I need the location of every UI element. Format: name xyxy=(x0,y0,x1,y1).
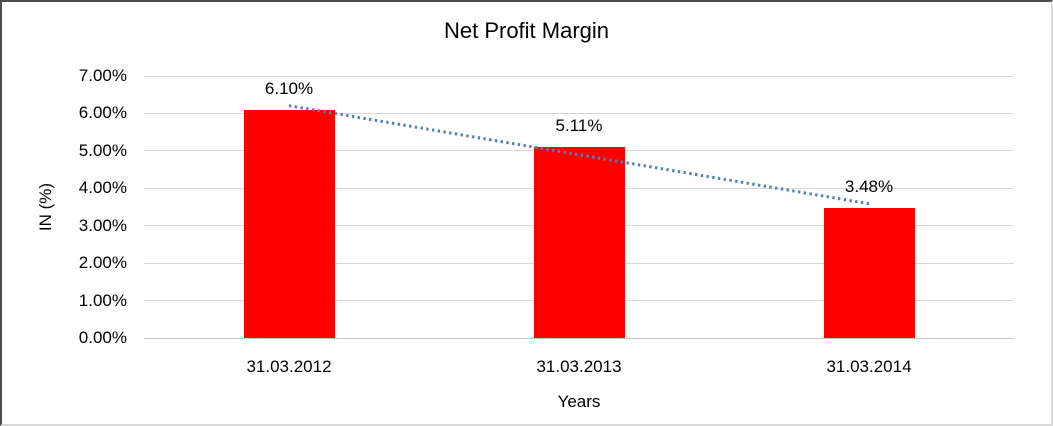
y-axis-title: IN (%) xyxy=(36,182,55,232)
y-tick-label: 6.00% xyxy=(78,103,127,123)
y-tick-label: 3.00% xyxy=(78,215,127,235)
y-tick-label: 4.00% xyxy=(78,178,127,198)
y-tick-label: 0.00% xyxy=(78,328,127,347)
bar xyxy=(533,146,625,338)
bar xyxy=(823,207,915,338)
x-tick-label: 31.03.2012 xyxy=(246,357,332,376)
bar xyxy=(243,109,335,338)
bar-value-label: 5.11% xyxy=(555,115,603,135)
bar-value-label: 6.10% xyxy=(264,78,314,98)
x-tick-label: 31.03.2014 xyxy=(826,357,912,376)
bar-value-label: 3.48% xyxy=(844,176,894,196)
gridline xyxy=(144,75,1014,77)
x-axis-title: Years xyxy=(557,392,601,411)
x-tick-label: 31.03.2013 xyxy=(536,357,622,376)
y-tick-label: 2.00% xyxy=(78,253,127,273)
y-tick-label: 1.00% xyxy=(78,290,127,310)
y-tick-label: 7.00% xyxy=(78,66,127,85)
y-tick-label: 5.00% xyxy=(78,140,127,160)
gridline xyxy=(144,337,1014,339)
chart-title: Net Profit Margin xyxy=(443,18,610,43)
